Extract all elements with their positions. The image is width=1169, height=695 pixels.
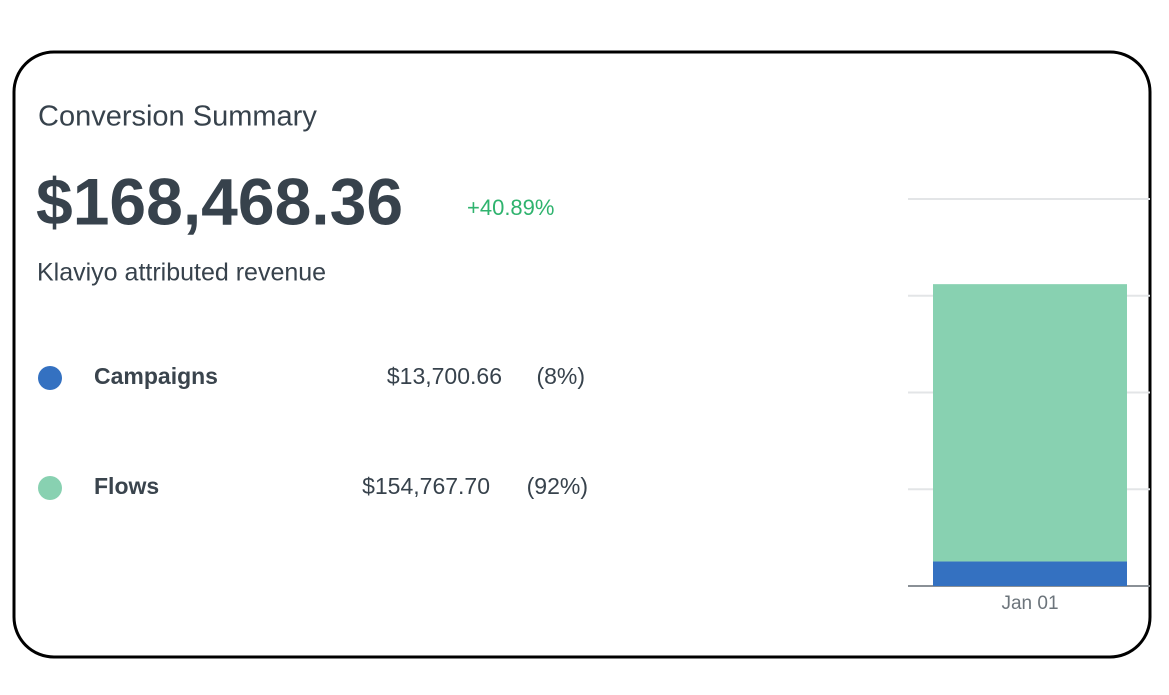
legend-dot: [38, 476, 62, 500]
chart: Jan 01: [908, 198, 1150, 614]
legend: Campaigns $13,700.66 (8%) Flows $154,767.70 (…: [38, 363, 588, 500]
legend-share: (92%): [527, 473, 588, 499]
x-tick-label: Jan 01: [1001, 593, 1058, 614]
legend-label: Campaigns: [94, 363, 218, 389]
legend-label: Flows: [94, 473, 159, 499]
legend-amount: $154,767.70: [362, 473, 490, 499]
total-revenue: $168,468.36: [36, 164, 403, 238]
bar-segment: [933, 561, 1127, 586]
legend-amount: $13,700.66: [387, 363, 502, 389]
legend-share: (8%): [536, 363, 585, 389]
card-title: Conversion Summary: [38, 101, 317, 133]
change-percent: +40.89%: [467, 195, 554, 220]
bar-segment: [933, 284, 1127, 562]
legend-dot: [38, 366, 62, 390]
subtitle: Klaviyo attributed revenue: [37, 259, 326, 287]
card: [12, 50, 1152, 659]
